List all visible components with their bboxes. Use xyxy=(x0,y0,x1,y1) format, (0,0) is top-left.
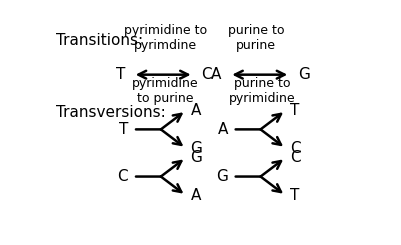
Text: G: G xyxy=(190,150,202,165)
Text: T: T xyxy=(290,188,299,203)
Text: G: G xyxy=(297,67,309,82)
Text: G: G xyxy=(215,169,227,184)
Text: A: A xyxy=(217,122,227,137)
Text: Transitions:: Transitions: xyxy=(56,33,143,48)
Text: purine to
pyrimidine: purine to pyrimidine xyxy=(228,77,295,105)
Text: C: C xyxy=(290,150,300,165)
Text: A: A xyxy=(211,67,221,82)
Text: A: A xyxy=(190,103,200,118)
Text: Transversions:: Transversions: xyxy=(56,105,166,120)
Text: A: A xyxy=(190,188,200,203)
Text: T: T xyxy=(290,103,299,118)
Text: pyrimidine to
pyrimdine: pyrimidine to pyrimdine xyxy=(124,24,207,52)
Text: C: C xyxy=(201,67,211,82)
Text: G: G xyxy=(190,141,202,156)
Text: C: C xyxy=(290,141,300,156)
Text: pyrimidine
to purine: pyrimidine to purine xyxy=(132,77,198,105)
Text: T: T xyxy=(115,67,125,82)
Text: C: C xyxy=(117,169,128,184)
Text: purine to
purine: purine to purine xyxy=(227,24,284,52)
Text: T: T xyxy=(118,122,128,137)
